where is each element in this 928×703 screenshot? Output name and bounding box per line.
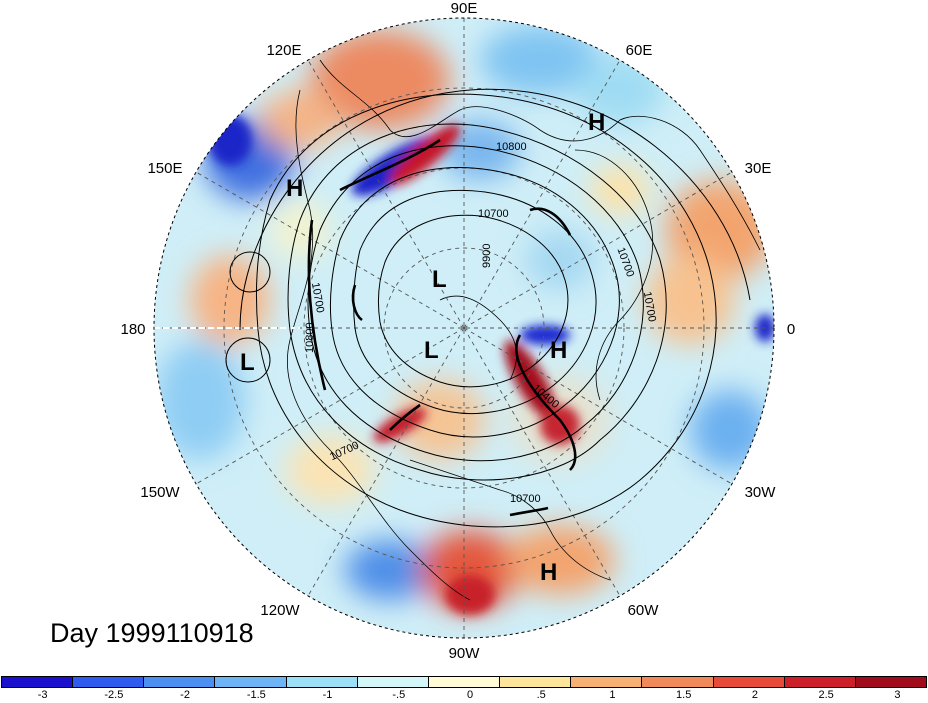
colorbar-segment bbox=[855, 677, 927, 687]
low-pressure-label: L bbox=[432, 266, 447, 293]
colorbar-segment bbox=[2, 677, 74, 687]
lon-label-120e: 120E bbox=[266, 42, 301, 59]
lon-label-0: 0 bbox=[787, 321, 795, 338]
lon-label-90w: 90W bbox=[449, 645, 481, 662]
colorbar-segment bbox=[73, 677, 145, 687]
colorbar-segment bbox=[357, 677, 429, 687]
colorbar-tick-label: 1.5 bbox=[676, 689, 692, 701]
low-pressure-label: L bbox=[424, 337, 439, 364]
colorbar-tick-label: -3 bbox=[37, 689, 48, 701]
pressure-ring bbox=[229, 251, 271, 293]
pressure-centers: H H H H L L L bbox=[240, 109, 605, 586]
lon-label-150w: 150W bbox=[140, 484, 180, 501]
colorbar-segment bbox=[500, 677, 572, 687]
colorbar-segment bbox=[571, 677, 643, 687]
longitude-labels: 90E 120E 60E 150E 30E 180 0 150W 30W 120… bbox=[120, 0, 795, 662]
low-pressure-label: L bbox=[240, 349, 255, 376]
contour-label: 10800 bbox=[304, 322, 316, 353]
coastlines bbox=[287, 59, 761, 601]
colorbar-segment bbox=[215, 677, 287, 687]
colorbar-segment bbox=[286, 677, 358, 687]
colorbar-segment bbox=[642, 677, 714, 687]
lon-label-60w: 60W bbox=[628, 602, 660, 619]
lon-label-30e: 30E bbox=[745, 160, 772, 177]
colorbar-segment bbox=[428, 677, 501, 687]
colorbar-segment bbox=[713, 677, 785, 687]
contour-label: 10800 bbox=[496, 141, 527, 153]
high-pressure-label: H bbox=[588, 109, 605, 136]
colorbar-tick-label: 1 bbox=[609, 689, 616, 701]
colorbar-segment bbox=[784, 677, 856, 687]
lon-label-30w: 30W bbox=[745, 484, 777, 501]
speed-contours bbox=[307, 138, 577, 517]
colorbar-tick-label: -.5 bbox=[392, 689, 406, 701]
high-pressure-label: H bbox=[540, 559, 557, 586]
contour-label: 10700 bbox=[641, 291, 658, 323]
high-pressure-label: H bbox=[286, 175, 303, 202]
colorbar-tick-label: -2.5 bbox=[104, 689, 124, 701]
pressure-ring bbox=[225, 337, 271, 383]
colorbar-tick-label: 3 bbox=[894, 689, 901, 701]
colorbar bbox=[1, 676, 927, 688]
colorbar-segment bbox=[144, 677, 216, 687]
high-pressure-label: H bbox=[550, 337, 567, 364]
colorbar-tick-label: -1 bbox=[322, 689, 333, 701]
lon-label-60e: 60E bbox=[626, 42, 653, 59]
lon-label-120w: 120W bbox=[260, 602, 300, 619]
height-contours bbox=[239, 88, 751, 528]
lon-label-150e: 150E bbox=[147, 160, 182, 177]
colorbar-labels: -3 -2.5 -2 -1.5 -1 -.5 0 .5 1 1.5 2 2.5 3 bbox=[0, 689, 928, 703]
lon-label-90e: 90E bbox=[451, 0, 478, 17]
colorbar-tick-label: 2.5 bbox=[818, 689, 834, 701]
colorbar-tick-label: -2 bbox=[180, 689, 190, 701]
contour-label: 10700 bbox=[478, 208, 509, 220]
colorbar-tick-label: 2 bbox=[751, 689, 758, 701]
contour-label: 10700 bbox=[510, 493, 541, 505]
map-boundary bbox=[153, 17, 775, 639]
colorbar-tick-label: 0 bbox=[466, 689, 474, 701]
lon-label-180: 180 bbox=[120, 321, 145, 338]
contour-label: 9900 bbox=[481, 244, 493, 268]
contour-label: 10700 bbox=[309, 282, 326, 314]
colorbar-tick-label: .5 bbox=[536, 689, 546, 701]
plot-title: Day 1999110918 bbox=[50, 618, 254, 648]
colorbar-tick-label: -1.5 bbox=[246, 689, 266, 701]
